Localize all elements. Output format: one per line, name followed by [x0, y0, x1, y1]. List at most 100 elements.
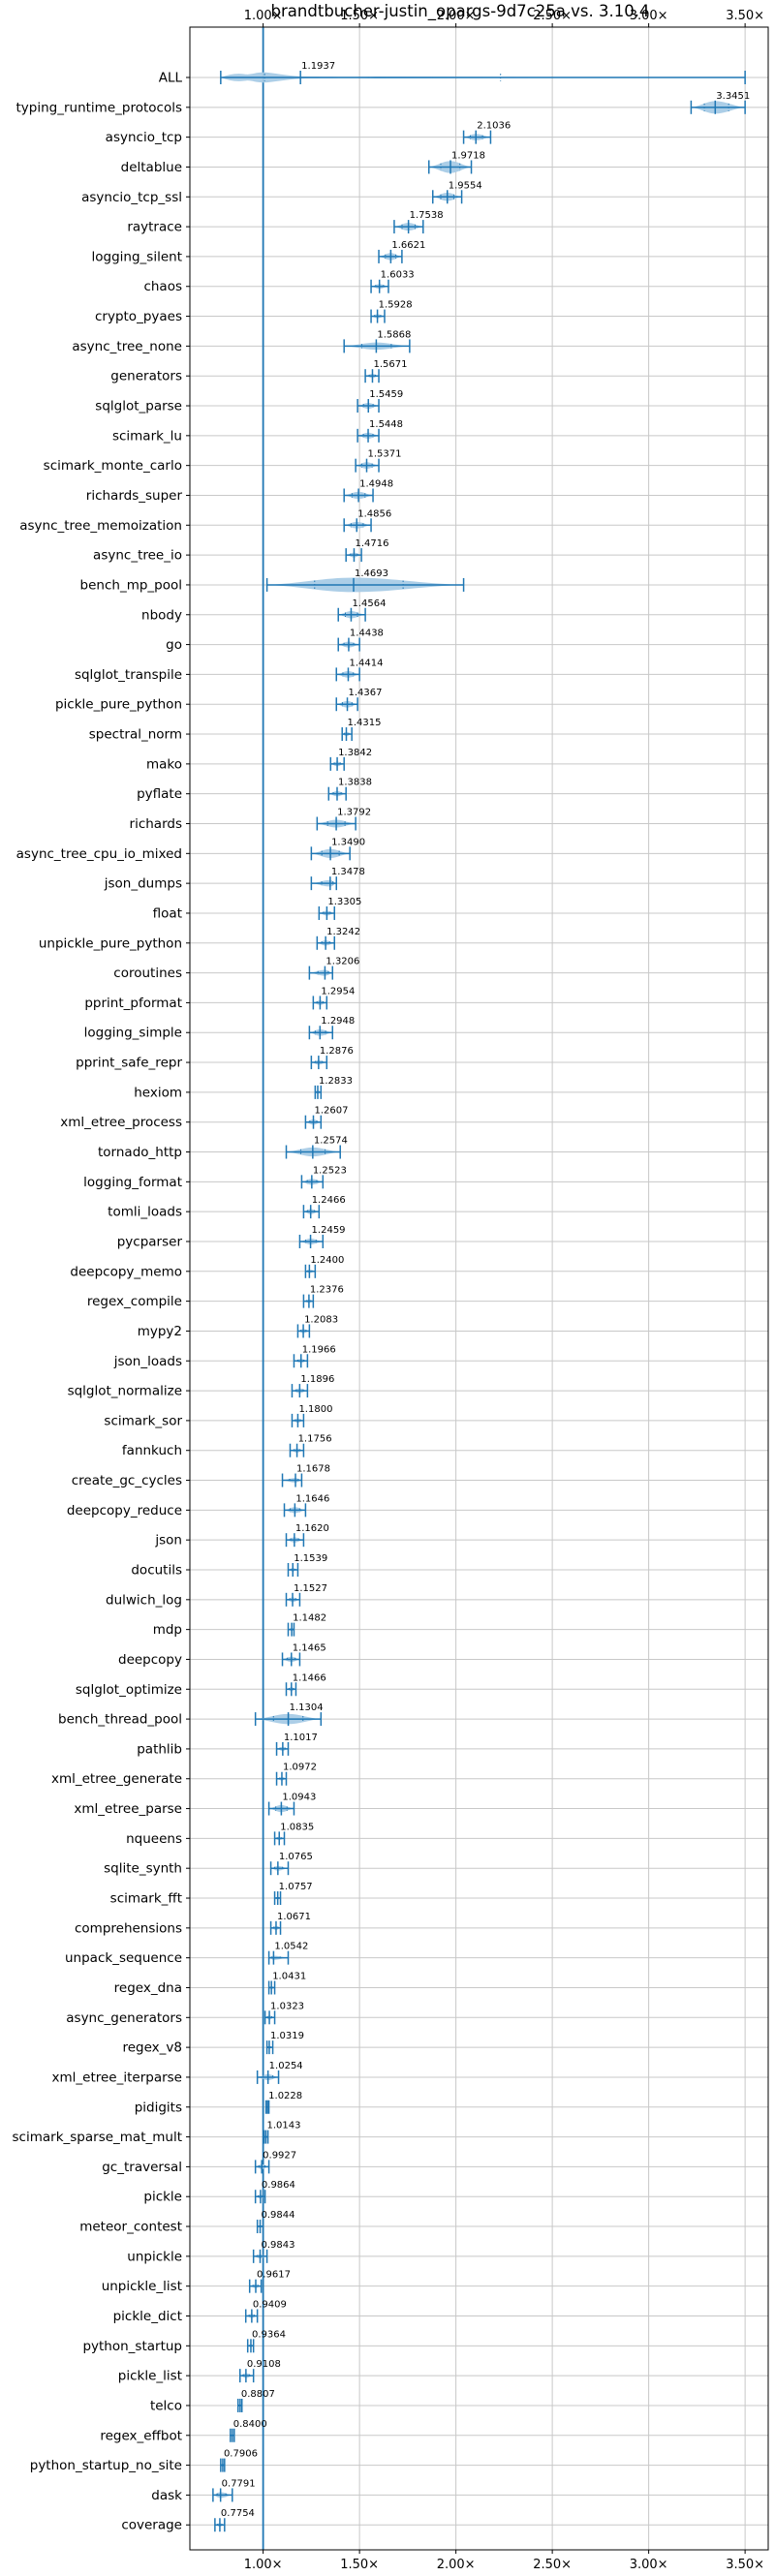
violin-logging-simple — [308, 1026, 334, 1040]
x-tick-label-bottom: 2.50× — [533, 2558, 572, 2572]
mean-value-label: 1.5459 — [369, 389, 403, 400]
violin-python-startup-no-site — [220, 2458, 226, 2472]
violin-deepcopy-reduce — [283, 1503, 307, 1518]
mean-value-label: 1.4564 — [352, 598, 386, 609]
violin-tornado-http — [285, 1145, 341, 1159]
violin-json-loads — [293, 1354, 309, 1368]
mean-value-label: 1.1017 — [284, 1733, 318, 1743]
mean-value-label: 1.2376 — [310, 1285, 344, 1296]
mean-value-label: 1.0228 — [268, 2091, 302, 2101]
violin-pprint-safe-repr — [310, 1056, 328, 1070]
violin-mypy2 — [296, 1324, 311, 1338]
violin-deepcopy — [281, 1652, 301, 1667]
mean-value-label: 1.3206 — [326, 957, 359, 967]
x-tick-label-bottom: 2.00× — [437, 2558, 476, 2572]
mean-value-label: 1.1678 — [296, 1464, 330, 1475]
category-label: sqlglot_normalize — [68, 1384, 182, 1399]
category-label: crypto_pyaes — [95, 309, 182, 324]
category-label: regex_v8 — [122, 2040, 182, 2056]
x-tick-label-top: 3.50× — [726, 9, 764, 23]
violin-async-tree-io — [345, 548, 362, 563]
category-label: coverage — [121, 2518, 182, 2533]
category-label: meteor_contest — [79, 2220, 182, 2235]
violin-crypto-pyaes — [370, 309, 386, 323]
violin-docutils — [287, 1563, 299, 1577]
violin-create-gc-cycles — [281, 1473, 303, 1487]
category-label: pickle — [143, 2190, 182, 2205]
mean-value-label: 1.1896 — [300, 1374, 334, 1385]
mean-value-label: 1.3478 — [331, 867, 365, 877]
category-label: asyncio_tcp — [106, 130, 182, 145]
violin-ALL — [220, 71, 746, 84]
category-label: xml_etree_iterparse — [52, 2070, 183, 2085]
mean-value-label: 1.5371 — [368, 449, 402, 460]
violin-mdp — [287, 1622, 295, 1637]
violin-bench-mp-pool — [265, 577, 465, 593]
mean-value-label: 0.9843 — [261, 2240, 294, 2251]
category-label: chaos — [143, 279, 182, 294]
x-tick-label-bottom: 1.50× — [340, 2558, 379, 2572]
violin-xml-etree-iterparse — [256, 2070, 280, 2084]
category-label: regex_effbot — [100, 2428, 182, 2443]
mean-value-label: 1.5448 — [369, 419, 403, 430]
grid-layer — [186, 23, 768, 2554]
mean-value-label: 3.3451 — [716, 91, 750, 102]
mean-value-label: 1.3242 — [326, 927, 360, 937]
mean-value-label: 1.1304 — [290, 1702, 324, 1713]
violin-coverage — [214, 2518, 226, 2532]
category-label: async_tree_memoization — [19, 518, 182, 534]
mean-value-label: 1.1527 — [294, 1583, 327, 1594]
category-label: pyflate — [137, 786, 182, 802]
mean-value-label: 1.0835 — [280, 1822, 314, 1832]
mean-value-label: 1.3838 — [338, 778, 372, 788]
mean-value-label: 1.0323 — [270, 2001, 304, 2011]
category-label: logging_simple — [84, 1026, 182, 1041]
violin-scimark-monte-carlo — [355, 458, 380, 473]
label-layer: 1.00× 1.00× 1.50× 1.50× 2.00× 2.00× 2.50× 2.50×… — [13, 9, 765, 2572]
mean-value-label: 1.2833 — [319, 1076, 353, 1087]
violin-async-tree-none — [343, 339, 411, 353]
violin-unpickle-list — [248, 2279, 263, 2293]
violin-python-startup — [246, 2339, 255, 2353]
mean-value-label: 0.9844 — [262, 2210, 295, 2221]
mean-value-label: 1.7538 — [410, 210, 444, 221]
mean-value-label: 1.0943 — [282, 1793, 316, 1803]
mean-value-label: 1.6621 — [391, 240, 425, 251]
x-tick-label-bottom: 3.50× — [726, 2558, 764, 2572]
mean-value-label: 1.4948 — [359, 478, 393, 489]
category-label: xml_etree_generate — [51, 1771, 182, 1787]
violin-pickle-dict — [244, 2309, 259, 2323]
violin-json-dumps — [310, 876, 337, 891]
category-label: regex_dna — [114, 1980, 182, 1996]
category-label: go — [166, 637, 182, 653]
mean-value-label: 0.9864 — [262, 2180, 295, 2191]
violin-go — [337, 637, 360, 652]
violin-dulwich-log — [285, 1592, 301, 1607]
violin-richards — [316, 816, 356, 831]
violin-meteor-contest — [256, 2220, 264, 2234]
violin-generators — [364, 369, 380, 383]
mean-value-label: 0.7791 — [222, 2478, 256, 2489]
violin-hexiom — [314, 1085, 323, 1099]
category-label: docutils — [131, 1563, 182, 1579]
violin-chaos — [370, 279, 389, 293]
category-label: dask — [151, 2488, 182, 2503]
category-label: float — [153, 905, 182, 921]
violin-asyncio-tcp-ssl — [431, 190, 463, 204]
category-label: async_tree_io — [93, 548, 182, 564]
violin-sqlglot-optimize — [285, 1682, 297, 1697]
category-label: sqlglot_transpile — [75, 667, 182, 683]
category-label: scimark_sor — [104, 1413, 182, 1428]
mean-value-label: 1.3305 — [327, 897, 361, 907]
category-label: python_startup_no_site — [30, 2458, 182, 2473]
category-label: async_tree_none — [72, 339, 182, 354]
mean-value-label: 1.1800 — [298, 1404, 332, 1415]
violin-raytrace — [393, 220, 424, 234]
mean-value-label: 1.9718 — [451, 150, 485, 161]
category-label: logging_format — [83, 1175, 182, 1190]
mean-value-label: 1.2459 — [312, 1225, 346, 1236]
category-label: coroutines — [113, 966, 182, 981]
violin-async-tree-memoization — [343, 518, 372, 533]
x-tick-label-top: 1.00× — [244, 9, 283, 23]
category-label: pycparser — [117, 1234, 183, 1249]
